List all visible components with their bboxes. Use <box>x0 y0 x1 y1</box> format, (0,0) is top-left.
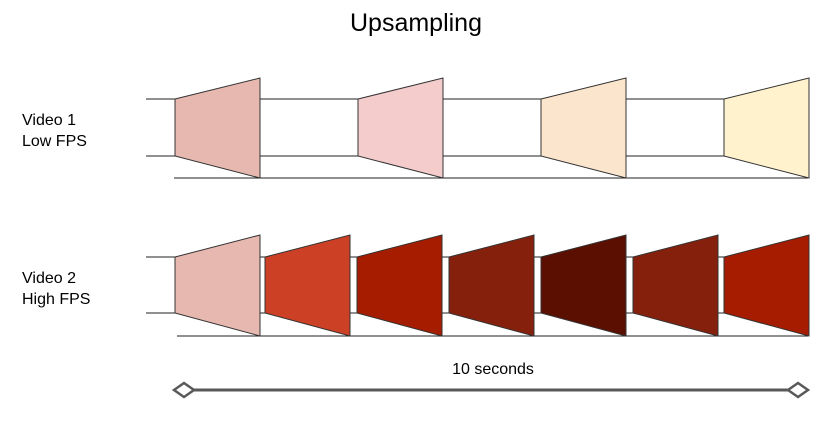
frame-row-1-1 <box>174 77 261 179</box>
row-label-video-1: Video 1 Low FPS <box>22 110 87 152</box>
duration-arrow-end-diamond <box>785 381 811 399</box>
row-label-video-2: Video 2 High FPS <box>22 268 90 310</box>
frame-row-2-7 <box>723 234 810 337</box>
duration-arrow-start-diamond <box>171 381 197 399</box>
row-label-video-1-name: Video 1 <box>22 112 76 129</box>
row-label-video-2-fps: High FPS <box>22 291 91 308</box>
frame-row-1-2 <box>357 77 444 179</box>
frames <box>174 77 810 337</box>
frame-row-2-2 <box>264 234 351 337</box>
duration-arrow <box>171 381 811 399</box>
frame-row-1-4 <box>723 77 810 179</box>
diagram-title: Upsampling <box>349 9 482 37</box>
frame-row-2-3 <box>356 234 443 337</box>
row-label-video-1-fps: Low FPS <box>22 133 87 150</box>
duration-label: 10 seconds <box>452 361 534 378</box>
frame-row-2-5 <box>540 234 627 337</box>
row-label-video-2-name: Video 2 <box>22 270 76 287</box>
frame-row-2-6 <box>632 234 719 337</box>
frame-row-2-4 <box>448 234 535 337</box>
frame-row-1-3 <box>540 77 627 179</box>
frame-row-2-1 <box>174 234 261 337</box>
